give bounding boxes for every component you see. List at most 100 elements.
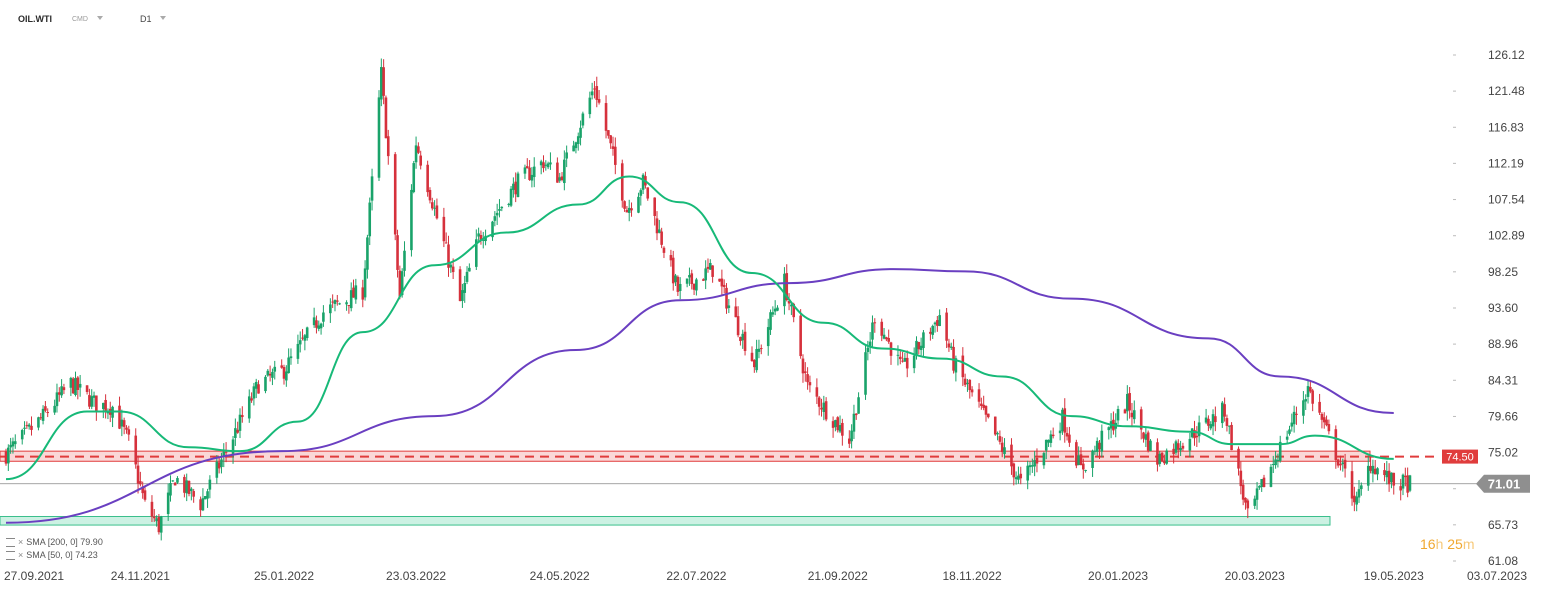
candle-body [1306,386,1310,397]
candle [444,232,448,244]
candle-body [627,207,631,213]
candle [236,421,239,434]
candle-body [1385,470,1389,478]
candle-body [1376,468,1379,475]
candle [889,341,893,365]
candle-body [854,413,858,416]
candle-body [176,478,179,483]
candle-body [1174,441,1178,453]
candle [461,283,464,308]
candle-body [120,419,124,427]
candle-body [122,420,126,427]
candle-body [282,367,286,379]
chevron-down-icon[interactable] [160,16,166,20]
candle [298,331,302,353]
candle [753,359,756,373]
candle [850,424,853,449]
x-tick-label: 27.09.2021 [4,569,64,583]
candle-body [1017,475,1020,480]
candle-body [771,312,775,315]
candle [465,266,469,285]
candle [1149,439,1152,452]
candle [873,318,877,333]
candle [1239,461,1243,495]
candle [516,171,520,198]
candle-body [1160,452,1164,462]
candle [41,405,45,425]
candle-body [419,155,423,166]
candle [560,172,564,182]
candle-body [882,334,886,339]
candle [1211,409,1215,436]
candle-body [776,307,779,311]
candle [234,418,237,446]
timeframe-label[interactable]: D1 [140,14,152,24]
candle [581,111,585,129]
candle [757,339,761,359]
candle-body [685,278,689,284]
candle-body [607,130,610,136]
candle-body [9,444,12,448]
candle-body [785,273,789,301]
candle-body [558,177,562,181]
candle-body [514,181,517,195]
candle-body [1292,411,1296,425]
candle-body [792,303,796,318]
close-icon[interactable]: × [18,550,24,560]
legend-sma50[interactable]: × SMA [50, 0] 74.23 [6,550,98,560]
candle-body [345,302,348,305]
candle [386,129,390,165]
candle-body [1176,443,1180,450]
candle [475,229,478,271]
legend-sma200[interactable]: × SMA [200, 0] 79.90 [6,537,103,547]
candle-body [25,425,29,427]
candle [282,364,286,385]
candle [1392,472,1396,495]
candle-body [495,212,499,216]
candle [1174,439,1178,455]
candle-body [947,343,951,348]
candle-body [905,357,909,369]
candle [882,328,886,340]
candle-body [1188,438,1192,451]
menu-icon[interactable] [6,537,15,547]
candle [1100,424,1104,458]
candle [384,95,388,139]
candle [611,136,615,156]
candle-body [674,275,677,283]
candle-body [1357,489,1361,498]
close-icon[interactable]: × [18,537,24,547]
candle-body [169,483,172,496]
candle-body [704,268,707,281]
candle-body [139,481,142,485]
candle [993,416,997,436]
x-tick-label: 24.05.2022 [530,569,590,583]
candle-body [815,387,819,397]
candle-body [688,275,691,278]
candle-body [1406,475,1409,493]
y-tick-label: 79.66 [1488,409,1518,423]
chevron-down-icon[interactable] [97,16,103,20]
candle-body [1322,417,1326,423]
candle [1278,435,1282,463]
candle-body [217,462,221,469]
candle [963,373,967,387]
candle [1387,463,1391,492]
source-label[interactable]: CMD [72,16,88,23]
menu-icon[interactable] [6,550,15,560]
candle-body [1165,450,1169,464]
candle-body [750,352,754,361]
candle [44,401,47,413]
candle-body [134,435,138,465]
candle [171,480,175,482]
candle [1408,474,1412,493]
candle [773,300,777,316]
symbol-label[interactable]: OIL.WTI [18,14,52,24]
candle-body [1035,458,1039,464]
candle-body [625,209,629,213]
candle [787,293,791,311]
candle-body [363,268,367,298]
candle-body [718,278,721,282]
candle [1385,460,1389,485]
